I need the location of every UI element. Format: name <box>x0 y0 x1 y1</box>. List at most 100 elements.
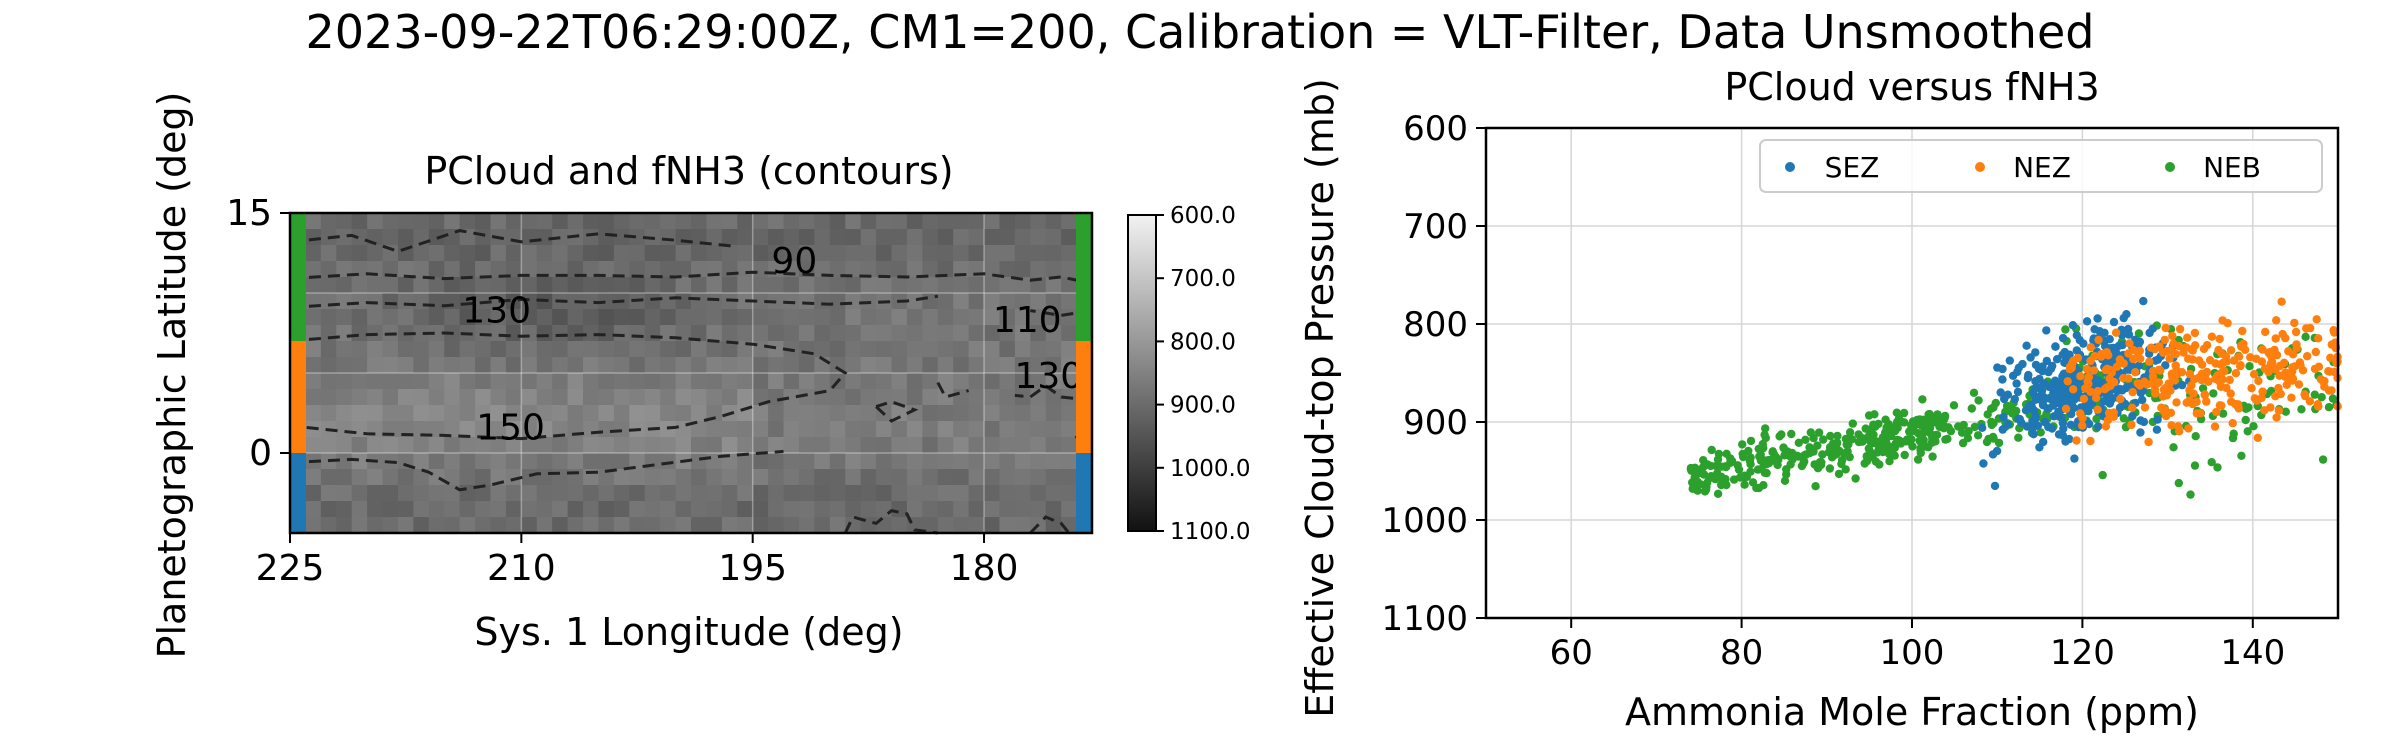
heatmap-cell <box>459 373 476 390</box>
heatmap-cell <box>382 389 399 406</box>
heatmap-cell <box>937 389 954 406</box>
heatmap-cell <box>937 357 954 374</box>
scatter-point-nez <box>2207 332 2217 341</box>
scatter-point-sez <box>2030 415 2040 424</box>
heatmap-cell <box>1045 277 1062 294</box>
scatter-point-neb <box>1900 450 1909 460</box>
heatmap-cell <box>428 421 445 438</box>
scatter-point-nez <box>2247 384 2256 393</box>
heatmap-cell <box>845 245 862 262</box>
heatmap-cell <box>660 517 677 534</box>
scatter-point-neb <box>1834 469 1844 479</box>
zone-bar-left <box>290 213 306 341</box>
heatmap-cell <box>629 277 646 294</box>
scatter-point-neb <box>2098 470 2107 480</box>
heatmap-cell <box>567 501 584 518</box>
heatmap-cell <box>475 341 492 358</box>
heatmap-cell <box>1014 357 1031 374</box>
scatter-point-sez <box>2058 350 2067 359</box>
heatmap-cell <box>1045 293 1062 310</box>
heatmap-cell <box>320 437 337 454</box>
heatmap-cell <box>336 501 353 518</box>
heatmap-cell <box>305 357 322 374</box>
heatmap-cell <box>829 245 846 262</box>
scatter-point-neb <box>2237 451 2246 460</box>
scatter-point-sez <box>2012 379 2021 388</box>
contour-line <box>936 381 970 399</box>
heatmap-cell <box>968 437 985 454</box>
heatmap-cell <box>737 309 754 326</box>
heatmap-cell <box>783 437 800 454</box>
scatter-point-nez <box>2200 390 2209 400</box>
scatter-point-nez <box>2175 427 2184 436</box>
heatmap-cell <box>922 277 939 294</box>
heatmap-cell <box>367 517 384 534</box>
heatmap-cell <box>583 229 600 246</box>
heatmap-cell <box>459 245 476 262</box>
scatter-point-neb <box>1754 483 1764 493</box>
scatter-point-sez <box>2136 428 2145 437</box>
heatmap-cell <box>475 229 492 246</box>
heatmap-cell <box>1061 453 1078 470</box>
heatmap-cell <box>521 341 538 358</box>
heatmap-cell <box>351 229 368 246</box>
heatmap-cell <box>505 485 522 502</box>
scatter-point-sez <box>1978 423 1987 432</box>
heatmap-cell <box>505 501 522 518</box>
heatmap-cell <box>999 325 1016 342</box>
scatter-point-neb <box>2008 409 2017 418</box>
scatter-point-nez <box>2100 385 2109 394</box>
heatmap-cell <box>1014 293 1031 310</box>
heatmap-cell <box>814 405 831 422</box>
scatter-point-neb <box>1768 447 1778 456</box>
heatmap-cell <box>567 373 584 390</box>
heatmap-cell <box>413 485 430 502</box>
heatmap-cell <box>536 261 553 278</box>
heatmap-cell <box>521 293 538 310</box>
scatter-point-neb <box>1896 439 1906 448</box>
heatmap-cell <box>644 261 661 278</box>
scatter-point-sez <box>1992 446 2002 456</box>
heatmap-cell <box>397 437 414 454</box>
heatmap-cell <box>336 389 353 406</box>
heatmap-cell <box>953 229 970 246</box>
heatmap-cell <box>351 309 368 326</box>
heatmap-cell <box>860 501 877 518</box>
scatter-point-neb <box>1744 446 1753 456</box>
heatmap-cell <box>444 357 461 374</box>
heatmap-cell <box>1061 501 1078 518</box>
zone-bar-right <box>1076 453 1092 533</box>
heatmap-cell <box>675 437 692 454</box>
scatter-point-nez <box>2277 297 2286 306</box>
heatmap-cell <box>382 261 399 278</box>
heatmap-cell <box>444 421 461 438</box>
heatmap-cell <box>428 485 445 502</box>
scatter-point-sez <box>1999 412 2008 422</box>
heatmap-cell <box>382 293 399 310</box>
scatter-point-sez <box>2060 383 2069 392</box>
heatmap-cell <box>860 213 877 230</box>
scatter-point-neb <box>1760 468 1770 477</box>
heatmap-cell <box>783 245 800 262</box>
heatmap-cell <box>475 421 492 438</box>
scatter-point-neb <box>1826 431 1835 441</box>
scatter-point-nez <box>2111 328 2121 337</box>
heatmap-cell <box>691 213 708 230</box>
heatmap-cell <box>691 309 708 326</box>
heatmap-cell <box>336 325 353 342</box>
heatmap-cell <box>675 261 692 278</box>
scatter-point-neb <box>1739 452 1748 462</box>
heatmap-title: PCloud and fNH3 (contours) <box>424 149 953 193</box>
heatmap-cell <box>351 501 368 518</box>
heatmap-cell <box>567 277 584 294</box>
heatmap-cell <box>737 469 754 486</box>
heatmap-cell <box>536 357 553 374</box>
scatter-point-sez <box>2042 326 2051 335</box>
heatmap-cell <box>706 517 723 534</box>
scatter-point-sez <box>1979 459 1988 468</box>
heatmap-cell <box>521 277 538 294</box>
scatter-point-nez <box>2272 316 2281 325</box>
scatter-point-nez <box>2330 328 2339 337</box>
heatmap-cell <box>413 213 430 230</box>
scatter-point-nez <box>2144 437 2153 447</box>
